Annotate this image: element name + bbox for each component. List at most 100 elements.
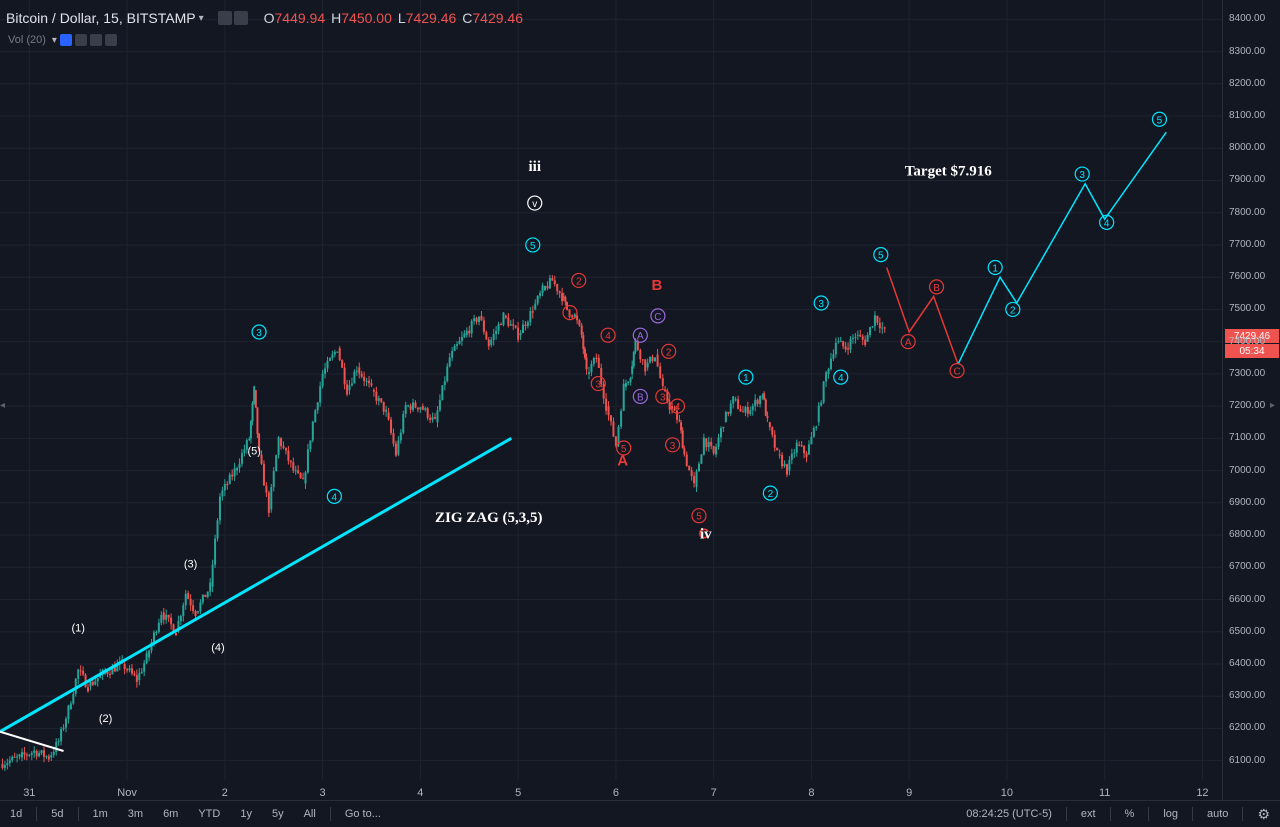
wave-label: 2 xyxy=(666,347,672,358)
time-tick-label: 6 xyxy=(613,787,619,799)
range-button-1y[interactable]: 1y xyxy=(240,808,252,820)
volume-dropdown-icon[interactable]: ▾ xyxy=(51,34,57,46)
settings-small-icon[interactable] xyxy=(74,34,87,46)
candle-body xyxy=(807,444,810,455)
symbol-title[interactable]: Bitcoin / Dollar, 15, BITSTAMP xyxy=(6,10,196,26)
candle-body xyxy=(614,436,617,446)
wave-label: 3 xyxy=(818,299,824,310)
candle-body xyxy=(681,430,684,449)
candle-body xyxy=(844,346,847,350)
toolbar-right: 08:24:25 (UTC-5) ext % log auto ⚙ xyxy=(956,806,1280,823)
auto-button[interactable]: auto xyxy=(1207,808,1229,820)
candle-body xyxy=(184,593,187,606)
candle-body xyxy=(429,417,432,420)
log-button[interactable]: log xyxy=(1163,808,1179,820)
candle-body xyxy=(64,718,67,728)
candle-body xyxy=(766,415,769,419)
range-button-3m[interactable]: 3m xyxy=(127,808,144,820)
candle-body xyxy=(331,354,334,359)
candle-body xyxy=(727,411,730,414)
candle-body xyxy=(536,295,539,304)
candle-body xyxy=(697,463,700,472)
price-axis[interactable]: 7429.46 05:34 8400.00 8300.00 8200.00 8100.… xyxy=(1222,0,1280,800)
candle-body xyxy=(38,753,41,757)
candle-body xyxy=(705,438,708,448)
candle-body xyxy=(588,372,591,374)
close-small-icon[interactable] xyxy=(104,34,117,46)
candle-body xyxy=(426,408,429,418)
wave-label: 4 xyxy=(838,373,844,384)
symbol-dropdown-icon[interactable]: ▾ xyxy=(198,12,204,24)
candle-body xyxy=(764,399,767,416)
candle-body xyxy=(783,464,786,467)
candle-body xyxy=(214,538,217,565)
price-chart[interactable]: (1)(2)(3)(4)(5)345iiiv12345ABC234351234A… xyxy=(0,0,1222,800)
candle-body xyxy=(177,621,180,632)
plus-icon[interactable] xyxy=(89,34,102,46)
candle-body xyxy=(231,474,234,477)
candle-body xyxy=(284,447,287,451)
candle-body xyxy=(883,327,886,329)
candle-body xyxy=(715,446,718,455)
volume-label[interactable]: Vol (20) xyxy=(8,34,46,46)
candle-body xyxy=(500,324,503,326)
candle-body xyxy=(653,357,656,362)
candle-body xyxy=(348,385,351,390)
range-button-ytd[interactable]: YTD xyxy=(198,808,221,820)
candle-body xyxy=(470,320,473,334)
candle-body xyxy=(873,315,876,327)
candle-body xyxy=(155,632,158,634)
candle-body xyxy=(30,752,33,755)
scroll-left-icon[interactable]: ◂ xyxy=(0,400,6,411)
candle-body xyxy=(385,409,388,412)
scroll-right-icon[interactable]: ▸ xyxy=(1270,400,1276,411)
candle-body xyxy=(128,668,131,671)
candle-body xyxy=(763,393,766,400)
candle-body xyxy=(57,741,60,743)
range-button-all[interactable]: All xyxy=(303,808,316,820)
goto-button[interactable]: Go to... xyxy=(344,808,381,820)
range-button-1m[interactable]: 1m xyxy=(92,808,108,820)
ext-button[interactable]: ext xyxy=(1080,808,1096,820)
candle-body xyxy=(199,602,202,612)
candle-body xyxy=(656,354,659,367)
indicator-icon[interactable] xyxy=(233,11,248,25)
candle-body xyxy=(815,426,818,429)
high-label: H xyxy=(331,10,342,26)
price-tick-label: 6400.00 xyxy=(1229,657,1266,669)
wave-label-circle xyxy=(1151,111,1168,127)
percent-button[interactable]: % xyxy=(1124,808,1135,820)
price-tick-label: 8200.00 xyxy=(1229,77,1266,89)
gear-icon[interactable]: ⚙ xyxy=(1257,805,1270,822)
wave-label-circle xyxy=(655,388,671,405)
eye-icon[interactable] xyxy=(59,34,72,46)
time-tick-label: 2 xyxy=(222,787,228,799)
close-label: C xyxy=(462,10,473,26)
price-tick-label: 8000.00 xyxy=(1229,142,1266,154)
projection-abc-line xyxy=(885,267,959,365)
candle-body xyxy=(534,303,537,310)
wave-label: 5 xyxy=(878,251,884,262)
candle-body xyxy=(531,311,534,313)
candle-body xyxy=(622,383,625,411)
candle-body xyxy=(578,320,581,326)
chart-header: Bitcoin / Dollar, 15, BITSTAMP ▾ O 7449.9… xyxy=(6,10,523,26)
candle-body xyxy=(810,436,813,445)
clock[interactable]: 08:24:25 (UTC-5) xyxy=(966,808,1052,820)
range-button-5y[interactable]: 5y xyxy=(271,808,284,820)
candle-body xyxy=(492,334,495,341)
candle-body xyxy=(218,496,221,521)
compare-icon[interactable] xyxy=(217,11,232,25)
range-button-1d[interactable]: 1d xyxy=(10,808,23,820)
candle-body xyxy=(248,438,251,441)
candle-body xyxy=(526,322,529,327)
candle-body xyxy=(529,311,532,323)
range-button-5d[interactable]: 5d xyxy=(51,808,64,820)
candle-body xyxy=(558,291,561,294)
candle-body xyxy=(45,756,48,758)
candle-body xyxy=(478,316,481,323)
price-tick-label: 6700.00 xyxy=(1229,561,1266,573)
range-button-6m[interactable]: 6m xyxy=(163,808,179,820)
wave-label-circle xyxy=(632,327,648,343)
candle-body xyxy=(280,438,283,447)
